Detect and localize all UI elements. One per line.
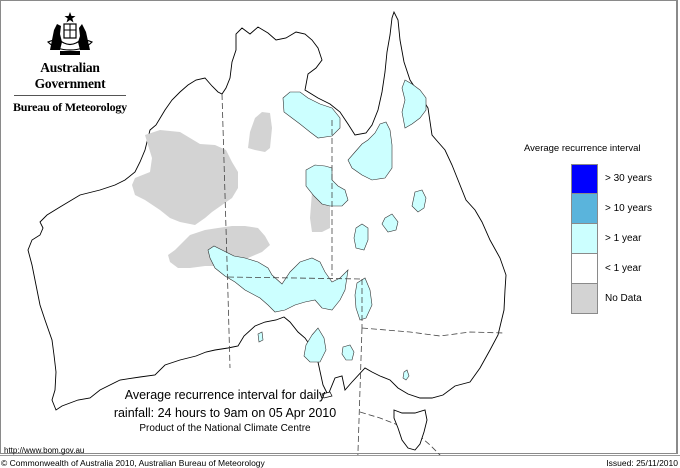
arf-region-nsw-small xyxy=(402,369,410,381)
arf-region-qld-small-1 xyxy=(411,189,427,213)
no-data-region-wa-north xyxy=(132,130,238,225)
no-data-region-wa-south xyxy=(168,226,270,268)
arf-region-wa-small xyxy=(257,331,264,343)
website-link[interactable]: http://www.bom.gov.au xyxy=(4,446,85,455)
legend-label: < 1 year xyxy=(605,263,642,274)
legend-label: > 1 year xyxy=(605,233,642,244)
arf-region-qld-small-3 xyxy=(353,223,369,251)
logo-divider xyxy=(14,95,126,96)
legend-title: Average recurrence interval xyxy=(524,143,641,154)
arf-region-gulf-west xyxy=(282,91,341,139)
no-data-region-nt-west xyxy=(248,112,272,152)
government-logo: Australian Government Bureau of Meteorol… xyxy=(8,10,132,115)
footer-divider xyxy=(0,455,680,456)
arf-region-sa-east xyxy=(341,344,355,361)
arf-region-qld-small-2 xyxy=(381,213,399,233)
legend-label: > 30 years xyxy=(605,173,652,184)
government-name: Australian Government xyxy=(34,60,106,91)
kangaroo-island xyxy=(321,391,333,399)
arf-region-sa-central xyxy=(303,327,327,363)
copyright-notice: © Commonwealth of Australia 2010, Austra… xyxy=(1,458,265,468)
tasmania-coastline xyxy=(393,409,428,451)
map-title-line-2: rainfall: 24 hours to 9am on 05 Apr 2010 xyxy=(113,406,337,420)
arf-region-sa-north xyxy=(354,277,373,321)
mainland-coastline xyxy=(27,10,507,411)
border-sa-nsw-vic xyxy=(357,327,363,455)
arf-region-nt-qld xyxy=(305,164,349,207)
border-wa-nt-sa xyxy=(221,93,231,369)
legend-swatch xyxy=(571,254,598,284)
arf-region-central-band xyxy=(207,245,349,313)
map-subtitle: Product of the National Climate Centre xyxy=(139,423,311,434)
legend-label: No Data xyxy=(605,293,642,304)
legend-swatch xyxy=(571,164,598,194)
coat-of-arms-icon xyxy=(46,12,94,55)
legend-label: > 10 years xyxy=(605,203,652,214)
legend-swatch xyxy=(571,224,598,254)
border-nt-sa xyxy=(227,276,363,280)
agency-name: Bureau of Meteorology xyxy=(12,100,127,114)
arf-region-qld-central xyxy=(347,121,393,181)
australia-map xyxy=(27,10,507,455)
legend-swatch xyxy=(571,194,598,224)
border-qld-nsw xyxy=(361,327,506,337)
arf-region-cape-york xyxy=(401,79,427,129)
legend-swatch xyxy=(571,284,598,314)
map-title-line-1: Average recurrence interval for daily xyxy=(124,388,326,402)
issued-date: Issued: 25/11/2010 xyxy=(606,458,678,468)
